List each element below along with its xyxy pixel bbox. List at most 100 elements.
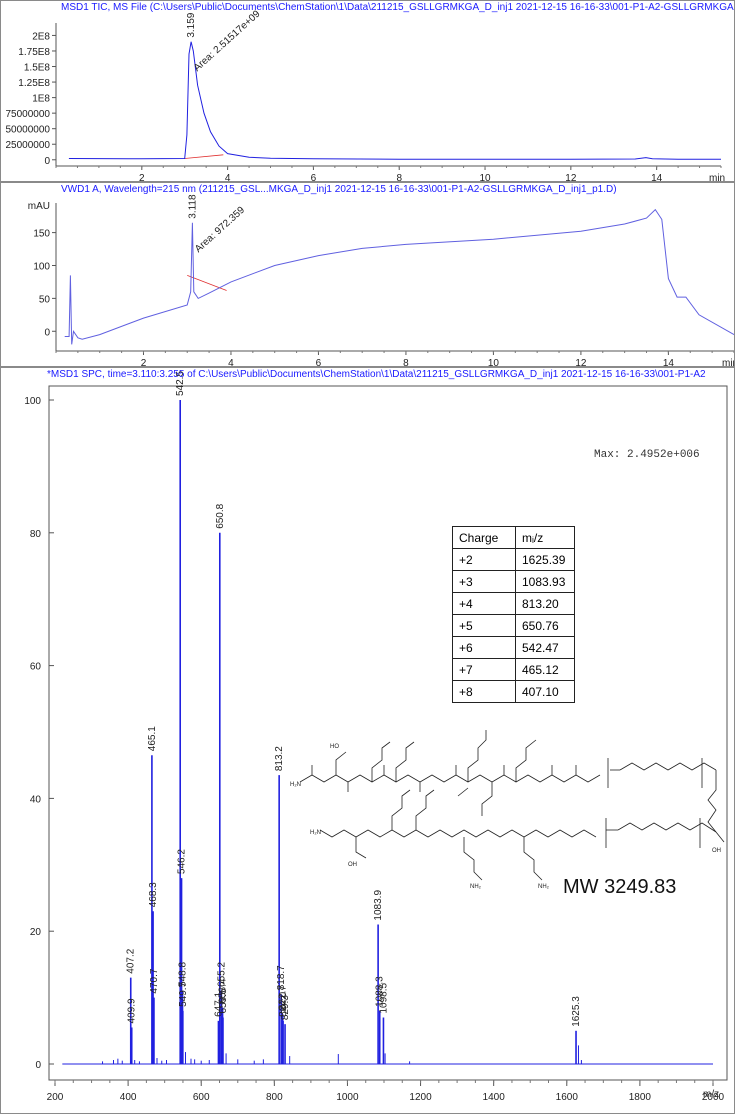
x-axis-label: min bbox=[709, 173, 725, 182]
mz-cell: 1625.39 bbox=[515, 548, 575, 571]
peak-rt-label: 3.159 bbox=[186, 12, 197, 37]
peak-mz-label: 1088.3 bbox=[375, 976, 386, 1007]
x-tick-label: 14 bbox=[651, 173, 663, 182]
y-tick-label: 0 bbox=[44, 156, 50, 167]
peak-mz-label: 655.2 bbox=[216, 961, 227, 986]
charge-state-table: Charge mᵢ/z +2 1625.39 +3 1083.93 +4 813.20… bbox=[452, 526, 575, 703]
peak-area-label: Area: 972.359 bbox=[193, 204, 247, 255]
charge-table-row: +8 407.10 bbox=[452, 680, 575, 703]
x-tick-label: 12 bbox=[575, 358, 587, 367]
x-tick-label: 14 bbox=[663, 358, 675, 367]
peak-mz-label: 1625.3 bbox=[571, 996, 582, 1027]
x-tick-label: 12 bbox=[565, 173, 577, 182]
svg-text:NH₂: NH₂ bbox=[538, 884, 550, 890]
x-tick-label: 600 bbox=[193, 1092, 210, 1103]
peak-mz-label: 818.7 bbox=[276, 965, 287, 990]
molecular-weight-label: MW 3249.83 bbox=[563, 876, 677, 898]
x-tick-label: 4 bbox=[228, 358, 234, 367]
x-axis-label: m/z bbox=[703, 1089, 719, 1100]
peak-mz-label: 659.5 bbox=[218, 988, 229, 1013]
peak-mz-label: 813.2 bbox=[274, 746, 285, 771]
charge-table-row: +7 465.12 bbox=[452, 658, 575, 681]
charge-cell: +5 bbox=[452, 614, 516, 637]
x-tick-label: 1200 bbox=[409, 1092, 432, 1103]
y-tick-label: 1.75E8 bbox=[18, 47, 50, 58]
peak-mz-label: 650.8 bbox=[215, 503, 226, 528]
y-tick-label: 40 bbox=[30, 794, 42, 805]
peak-mz-label: 647.1 bbox=[213, 991, 224, 1016]
ms-panel-title: *MSD1 SPC, time=3.110:3.255 of C:\Users\… bbox=[47, 369, 706, 380]
peak-rt-label: 3.118 bbox=[187, 194, 198, 219]
y-tick-label: 80 bbox=[30, 529, 42, 540]
charge-cell: +7 bbox=[452, 658, 516, 681]
x-tick-label: 10 bbox=[479, 173, 491, 182]
chromatogram-trace bbox=[64, 208, 734, 345]
svg-text:OH: OH bbox=[712, 848, 721, 854]
peak-mz-label: 1083.9 bbox=[373, 890, 384, 921]
charge-cell: +2 bbox=[452, 548, 516, 571]
y-tick-label: 1E8 bbox=[32, 94, 50, 105]
x-tick-label: 6 bbox=[311, 173, 317, 182]
x-tick-label: 1600 bbox=[556, 1092, 579, 1103]
x-tick-label: 8 bbox=[403, 358, 409, 367]
y-tick-label: 2E8 bbox=[32, 31, 50, 42]
mz-cell: 813.20 bbox=[515, 592, 575, 615]
y-tick-label: 20 bbox=[30, 927, 42, 938]
tic-chart: 2 4 6 8 10 12 14 min 0 25000000 50000000 75000000 1E… bbox=[6, 8, 726, 182]
tic-panel-title: MSD1 TIC, MS File (C:\Users\Public\Docum… bbox=[61, 2, 734, 13]
x-tick-label: 2 bbox=[139, 173, 145, 182]
peak-mz-label: 542.5 bbox=[175, 371, 186, 396]
x-tick-label: 10 bbox=[488, 358, 500, 367]
svg-text:NH₂: NH₂ bbox=[470, 884, 482, 890]
tic-panel: MSD1 TIC, MS File (C:\Users\Public\Docum… bbox=[0, 0, 735, 182]
y-tick-label: 50000000 bbox=[6, 125, 51, 136]
x-tick-label: 1400 bbox=[483, 1092, 506, 1103]
charge-table-row: +4 813.20 bbox=[452, 592, 575, 615]
y-tick-label: 75000000 bbox=[6, 109, 51, 120]
integration-baseline bbox=[184, 154, 224, 159]
peak-mz-label: 829.3 bbox=[280, 995, 291, 1020]
charge-table-header-row: Charge mᵢ/z bbox=[452, 526, 575, 549]
x-tick-label: 2 bbox=[141, 358, 147, 367]
y-tick-label: 100 bbox=[24, 396, 41, 407]
peak-mz-label: 468.3 bbox=[148, 882, 159, 907]
uv-panel-title: VWD1 A, Wavelength=215 nm (211215_GSL...… bbox=[61, 184, 617, 195]
peak-mz-label: 546.2 bbox=[177, 849, 188, 874]
peak-mz-label: 822.7 bbox=[278, 985, 289, 1010]
y-tick-label: 25000000 bbox=[6, 140, 51, 151]
mz-cell: 542.47 bbox=[515, 636, 575, 659]
x-tick-label: 1000 bbox=[336, 1092, 359, 1103]
plot-frame bbox=[48, 385, 728, 1081]
ms-panel: *MSD1 SPC, time=3.110:3.255 of C:\Users\… bbox=[0, 367, 735, 1114]
uv-panel: VWD1 A, Wavelength=215 nm (211215_GSL...… bbox=[0, 182, 735, 367]
charge-table-row: +2 1625.39 bbox=[452, 548, 575, 571]
x-tick-label: 200 bbox=[47, 1092, 64, 1103]
charge-cell: +3 bbox=[452, 570, 516, 593]
x-tick-label: 8 bbox=[396, 173, 402, 182]
charge-cell: +6 bbox=[452, 636, 516, 659]
peak-mz-label: 548.8 bbox=[178, 961, 189, 986]
peak-area-label: Area: 2.51517e+09 bbox=[192, 8, 263, 74]
charge-table-row: +6 542.47 bbox=[452, 636, 575, 659]
peak-mz-label: 407.2 bbox=[126, 948, 137, 973]
y-tick-label: 1.5E8 bbox=[24, 63, 51, 74]
max-intensity-label: Max: 2.4952e+006 bbox=[594, 449, 700, 461]
charge-table-row: +5 650.76 bbox=[452, 614, 575, 637]
peak-mz-label: 549.7 bbox=[178, 981, 189, 1006]
charge-cell: +8 bbox=[452, 680, 516, 703]
charge-table-header-charge: Charge bbox=[452, 526, 516, 549]
peak-mz-label: 658.4 bbox=[218, 978, 229, 1003]
mz-cell: 1083.93 bbox=[515, 570, 575, 593]
charge-cell: +4 bbox=[452, 592, 516, 615]
svg-text:H₂N: H₂N bbox=[290, 782, 301, 788]
peak-mz-label: 470.7 bbox=[149, 968, 160, 993]
peak-mz-label: 824.0 bbox=[278, 991, 289, 1016]
charge-table-header-mz: mᵢ/z bbox=[515, 526, 575, 549]
y-tick-label: 60 bbox=[30, 662, 42, 673]
y-tick-label: 0 bbox=[35, 1060, 41, 1071]
y-tick-label: 150 bbox=[33, 229, 50, 240]
peptide-structure-drawing: NH H₂N HO H₂N OH NH₂ NH₂ OH bbox=[290, 730, 725, 890]
x-tick-label: 4 bbox=[225, 173, 231, 182]
